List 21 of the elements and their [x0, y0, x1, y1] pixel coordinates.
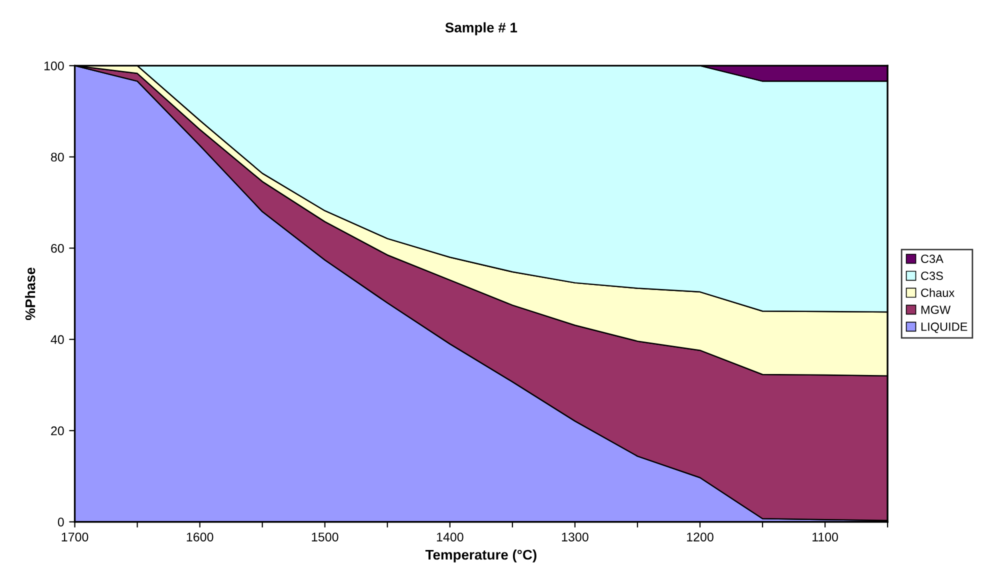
x-tick-label: 1500 [312, 532, 338, 542]
x-tick-label: 1200 [687, 532, 714, 542]
y-tick-label: 20 [51, 426, 64, 436]
x-axis-title: Temperature (°C) [425, 549, 536, 562]
x-tick-label: 1400 [436, 532, 464, 542]
y-axis-title: %Phase [25, 268, 36, 320]
x-tick-label: 1300 [562, 532, 588, 542]
legend-label: LIQUIDE [921, 322, 968, 334]
y-tick-label: 60 [51, 244, 64, 253]
y-tick-label: 0 [58, 518, 64, 527]
x-tick-label: 1700 [62, 532, 88, 542]
x-tick-label: 1100 [812, 532, 838, 542]
y-tick-label: 100 [44, 61, 64, 70]
legend-label: Chaux [921, 288, 954, 297]
x-tick-label: 1600 [186, 532, 214, 542]
y-tick-label: 80 [51, 152, 64, 162]
legend-label: C3A [921, 254, 944, 264]
legend-label: MGW [921, 306, 951, 314]
chart-title: Sample # 1 [445, 22, 518, 36]
y-tick-label: 40 [50, 335, 64, 344]
legend-label: C3S [921, 272, 943, 280]
